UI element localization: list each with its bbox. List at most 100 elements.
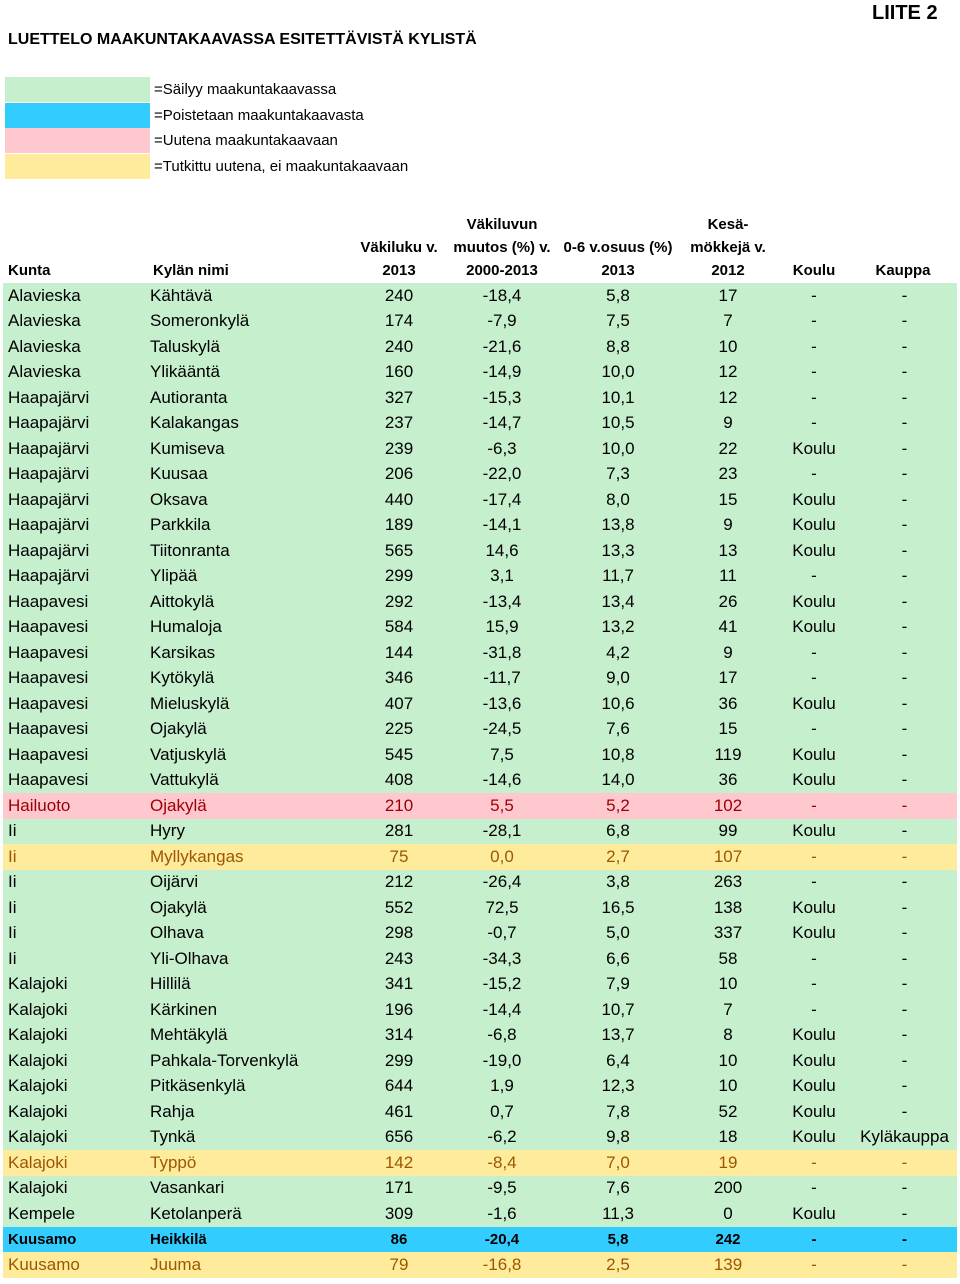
muutos-cell: 1,9 (448, 1073, 556, 1099)
vakiluku-cell: 545 (350, 742, 448, 768)
vakiluku-cell: 142 (350, 1150, 448, 1176)
osuus-cell: 2,5 (556, 1252, 680, 1278)
koulu-cell: Koulu (776, 767, 852, 793)
kyla-cell: Hyry (148, 818, 350, 844)
koulu-cell: Koulu (776, 1099, 852, 1125)
legend-swatch-removed (5, 102, 150, 128)
koulu-cell: - (776, 1226, 852, 1252)
koulu-cell: Koulu (776, 920, 852, 946)
osuus-cell: 10,8 (556, 742, 680, 768)
muutos-cell: -26,4 (448, 869, 556, 895)
muutos-cell: -14,7 (448, 410, 556, 436)
osuus-cell: 7,3 (556, 461, 680, 487)
mokit-cell: 242 (680, 1226, 776, 1252)
table-row: Ii Olhava 298 -0,7 5,0 337 Koulu - (3, 920, 957, 946)
vakiluku-cell: 206 (350, 461, 448, 487)
mokit-cell: 36 (680, 691, 776, 717)
muutos-cell: -11,7 (448, 665, 556, 691)
osuus-cell: 3,8 (556, 869, 680, 895)
kyla-cell: Autioranta (148, 385, 350, 411)
vakiluku-cell: 237 (350, 410, 448, 436)
osuus-cell: 10,6 (556, 691, 680, 717)
kauppa-cell: - (852, 665, 957, 691)
kunta-cell: Kalajoki (3, 1175, 148, 1201)
kyla-cell: Pahkala-Torvenkylä (148, 1048, 350, 1074)
kunta-cell: Ii (3, 818, 148, 844)
muutos-cell: -14,1 (448, 512, 556, 538)
kyla-cell: Kalakangas (148, 410, 350, 436)
osuus-cell: 12,3 (556, 1073, 680, 1099)
koulu-cell: - (776, 1175, 852, 1201)
table-row: Ii Ojakylä 552 72,5 16,5 138 Koulu - (3, 895, 957, 921)
kunta-cell: Kuusamo (3, 1226, 148, 1252)
kunta-cell: Alavieska (3, 283, 148, 309)
mokit-cell: 10 (680, 334, 776, 360)
mokit-cell: 41 (680, 614, 776, 640)
kauppa-cell: - (852, 1252, 957, 1278)
muutos-cell: 0,7 (448, 1099, 556, 1125)
osuus-cell: 2,7 (556, 844, 680, 870)
table-row: Kalajoki Pahkala-Torvenkylä 299 -19,0 6,4 10 K… (3, 1048, 957, 1074)
osuus-cell: 6,4 (556, 1048, 680, 1074)
mokit-cell: 13 (680, 538, 776, 564)
muutos-cell: 5,5 (448, 793, 556, 819)
vakiluku-cell: 210 (350, 793, 448, 819)
osuus-cell: 11,3 (556, 1201, 680, 1227)
osuus-cell: 8,8 (556, 334, 680, 360)
mokit-cell: 17 (680, 283, 776, 309)
muutos-cell: -22,0 (448, 461, 556, 487)
koulu-cell: - (776, 308, 852, 334)
kyla-cell: Tynkä (148, 1124, 350, 1150)
kauppa-cell: - (852, 538, 957, 564)
koulu-cell: - (776, 1252, 852, 1278)
muutos-cell: -7,9 (448, 308, 556, 334)
koulu-cell: Koulu (776, 1073, 852, 1099)
mokit-cell: 337 (680, 920, 776, 946)
vakiluku-cell: 327 (350, 385, 448, 411)
kauppa-cell: - (852, 895, 957, 921)
kyla-cell: Rahja (148, 1099, 350, 1125)
kyla-cell: Ojakylä (148, 793, 350, 819)
koulu-cell: - (776, 716, 852, 742)
kyla-cell: Ojakylä (148, 716, 350, 742)
table-row: Alavieska Someronkylä 174 -7,9 7,5 7- - (3, 308, 957, 334)
koulu-cell: - (776, 461, 852, 487)
muutos-cell: 3,1 (448, 563, 556, 589)
legend-label: =Poistetaan maakuntakaavasta (154, 106, 364, 124)
osuus-cell: 14,0 (556, 767, 680, 793)
muutos-cell: -6,3 (448, 436, 556, 462)
table-row: Alavieska Kähtävä 240 -18,4 5,8 17- - (3, 283, 957, 309)
kyla-cell: Juuma (148, 1252, 350, 1278)
table-row: Ii Oijärvi 212 -26,4 3,8 263- - (3, 869, 957, 895)
kunta-cell: Ii (3, 895, 148, 921)
vakiluku-cell: 240 (350, 334, 448, 360)
vakiluku-cell: 314 (350, 1022, 448, 1048)
vakiluku-cell: 299 (350, 563, 448, 589)
osuus-cell: 7,0 (556, 1150, 680, 1176)
table-header: Kunta Kylän nimi Väkiluku v. 2013 Väkilu… (0, 212, 960, 282)
muutos-cell: -1,6 (448, 1201, 556, 1227)
kyla-cell: Heikkilä (148, 1226, 350, 1252)
mokit-cell: 9 (680, 640, 776, 666)
koulu-cell: - (776, 793, 852, 819)
kunta-cell: Hailuoto (3, 793, 148, 819)
kyla-cell: Kytökylä (148, 665, 350, 691)
table-row: Haapajärvi Tiitonranta 565 14,6 13,3 13 Koulu - (3, 538, 957, 564)
osuus-cell: 4,2 (556, 640, 680, 666)
table-row: Ii Hyry 281 -28,1 6,8 99 Koulu - (3, 818, 957, 844)
vakiluku-cell: 644 (350, 1073, 448, 1099)
mokit-cell: 10 (680, 1073, 776, 1099)
koulu-cell: Koulu (776, 436, 852, 462)
muutos-cell: -34,3 (448, 946, 556, 972)
osuus-cell: 11,7 (556, 563, 680, 589)
kyla-cell: Kähtävä (148, 283, 350, 309)
osuus-cell: 6,6 (556, 946, 680, 972)
table-row: Haapajärvi Kuusaa 206 -22,0 7,3 23- - (3, 461, 957, 487)
vakiluku-cell: 144 (350, 640, 448, 666)
kauppa-cell: - (852, 640, 957, 666)
koulu-cell: Koulu (776, 589, 852, 615)
kunta-cell: Haapavesi (3, 614, 148, 640)
koulu-cell: - (776, 640, 852, 666)
kauppa-cell: - (852, 1048, 957, 1074)
kyla-cell: Tiitonranta (148, 538, 350, 564)
